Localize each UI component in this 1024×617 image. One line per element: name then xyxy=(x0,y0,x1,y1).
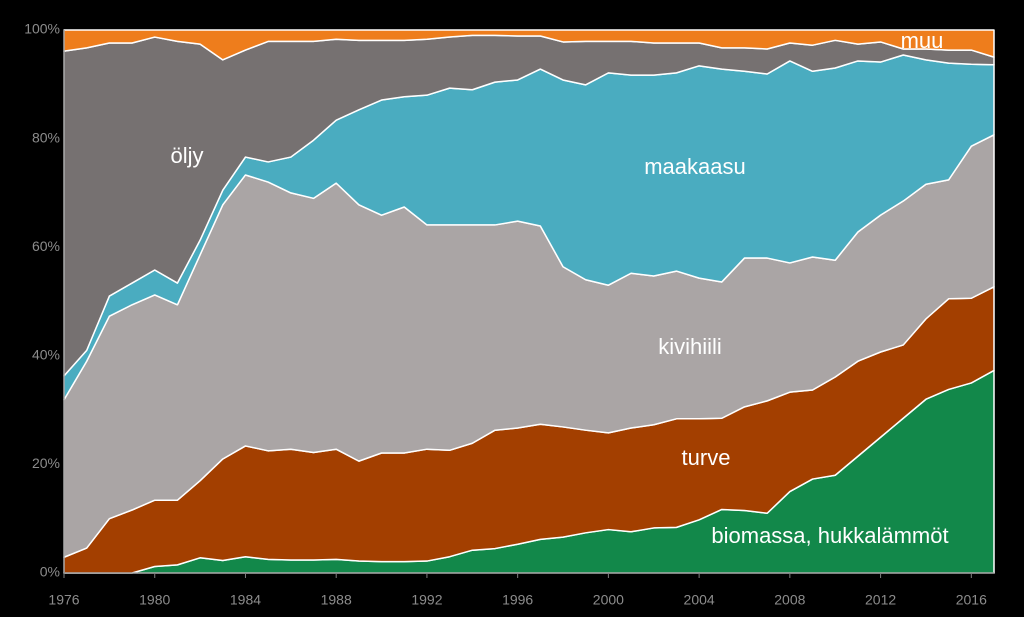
x-tick-label: 2016 xyxy=(956,592,987,608)
x-tick-label: 1976 xyxy=(48,592,79,608)
series-label: muu xyxy=(901,28,944,53)
y-tick-label: 100% xyxy=(24,21,60,37)
x-tick-label: 1988 xyxy=(321,592,352,608)
series-label: turve xyxy=(682,445,731,470)
area xyxy=(63,29,995,61)
y-tick-label: 0% xyxy=(40,564,60,580)
y-tick-label: 40% xyxy=(32,347,60,363)
y-tick-label: 20% xyxy=(32,455,60,471)
series-label: biomassa, hukkalämmöt xyxy=(711,523,948,548)
series-label: kivihiili xyxy=(658,334,722,359)
x-tick-label: 1996 xyxy=(502,592,533,608)
series-label: öljy xyxy=(170,143,203,168)
series-label: maakaasu xyxy=(644,154,746,179)
x-tick-label: 2008 xyxy=(774,592,805,608)
y-tick-label: 60% xyxy=(32,238,60,254)
x-tick-label: 1984 xyxy=(230,592,261,608)
x-tick-label: 2000 xyxy=(593,592,624,608)
x-tick-label: 1992 xyxy=(411,592,442,608)
x-tick-label: 2004 xyxy=(684,592,715,608)
x-tick-label: 2012 xyxy=(865,592,896,608)
y-tick-label: 80% xyxy=(32,129,60,145)
x-tick-label: 1980 xyxy=(139,592,170,608)
